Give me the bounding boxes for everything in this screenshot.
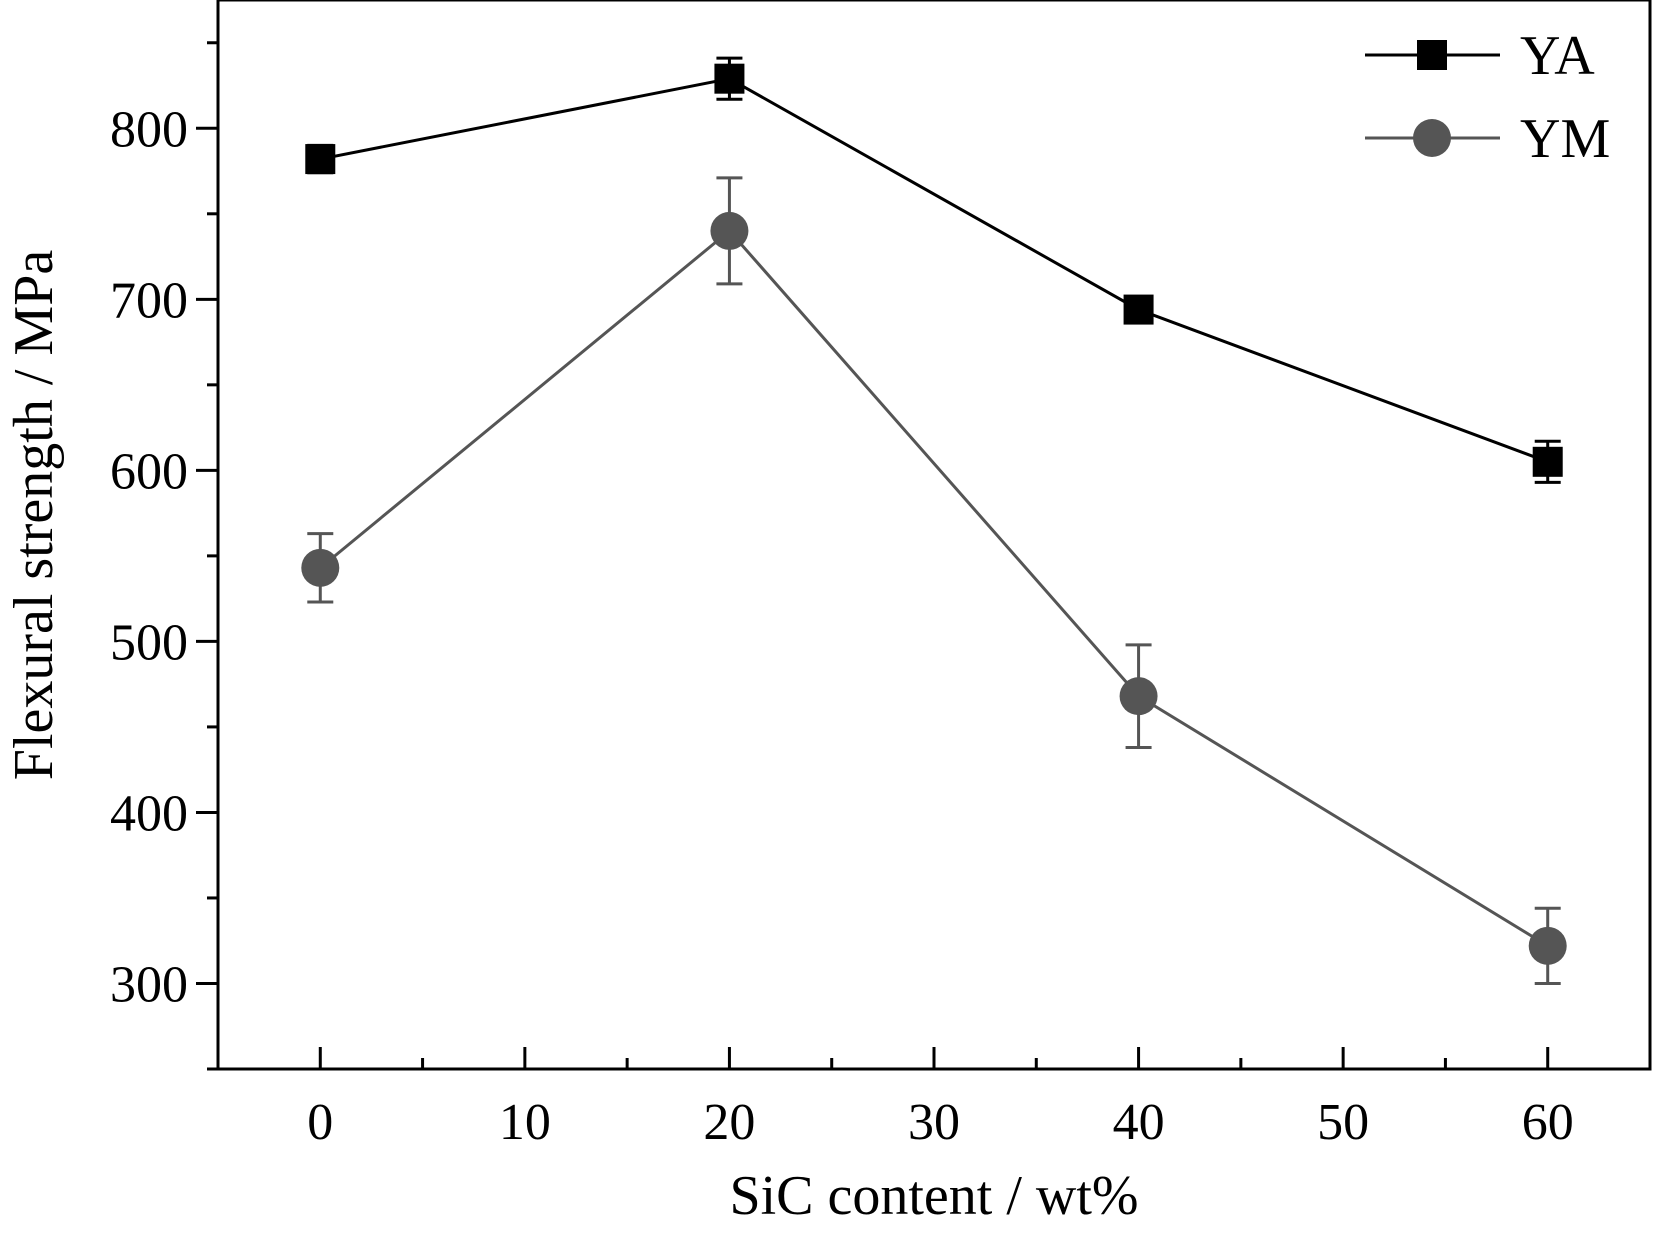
y-tick-label: 300	[110, 956, 188, 1013]
x-axis-ticks: 0 10 20 30 40 50 60	[216, 1047, 1652, 1151]
x-tick-label: 60	[1522, 1094, 1574, 1151]
data-point-circle	[301, 548, 340, 587]
y-axis-ticks: 300 400 500 600 700 800	[110, 41, 218, 1071]
x-tick-label: 50	[1317, 1094, 1369, 1151]
y-tick-label: 800	[110, 101, 188, 158]
x-axis-title: SiC content / wt%	[729, 1165, 1138, 1227]
series-line	[319, 228, 1549, 948]
legend-label: YM	[1520, 108, 1610, 170]
data-point-square	[1123, 294, 1154, 325]
data-point-circle	[1528, 926, 1567, 965]
y-axis-title: Flexural strength / MPa	[3, 250, 65, 781]
series-ya	[305, 56, 1563, 484]
legend-marker-square	[1417, 40, 1447, 70]
x-tick-label: 30	[908, 1094, 960, 1151]
y-tick-label: 500	[110, 614, 188, 671]
legend-item-ym: YM	[1365, 108, 1610, 170]
series-line	[319, 77, 1549, 464]
data-point-square	[1532, 446, 1563, 477]
y-tick-label: 700	[110, 272, 188, 329]
series-layer	[301, 56, 1567, 985]
x-tick-label: 20	[703, 1094, 755, 1151]
x-tick-label: 10	[499, 1094, 551, 1151]
data-point-circle	[710, 211, 749, 250]
legend-marker-circle	[1413, 119, 1451, 157]
data-point-square	[714, 63, 745, 94]
legend-item-ya: YA	[1365, 25, 1595, 87]
legend: YA YM	[1365, 25, 1610, 170]
legend-label: YA	[1520, 25, 1595, 87]
y-tick-label: 600	[110, 443, 188, 500]
y-tick-label: 400	[110, 785, 188, 842]
series-ym	[301, 176, 1567, 985]
data-point-square	[305, 144, 336, 175]
plot-frame	[216, 0, 1652, 1071]
x-tick-label: 40	[1113, 1094, 1165, 1151]
data-point-circle	[1119, 677, 1158, 716]
x-tick-label: 0	[307, 1094, 333, 1151]
